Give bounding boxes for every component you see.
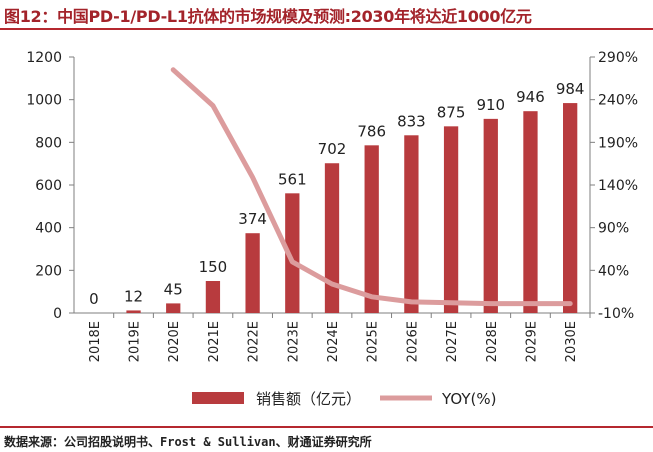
data-labels: 0 12 45 150 374 561 702 786 833 875 910 946 984 [89,80,584,308]
bar [166,303,181,313]
x-tick-label: 2018E [88,321,103,362]
x-tick-label: 2022E [247,321,262,362]
y-left-tick-label: 1000 [26,93,62,109]
y-right-tick-label: 240% [598,93,638,109]
bar [205,281,221,313]
y-left-tick-label: 1200 [26,50,62,66]
bars [126,103,578,313]
bar [443,126,459,313]
yoy-series-line [170,67,573,307]
legend-bar-label: 销售额（亿元） [256,390,361,408]
x-tick-label: 2025E [366,321,381,362]
legend-line-label: YOY(%) [441,390,496,408]
data-label: 12 [124,287,143,305]
title-bar: 图12：中国PD-1/PD-L1抗体的市场规模及预测:2030年将达近1000亿… [0,0,653,30]
x-tick-label: 2021E [207,321,222,362]
data-label: 875 [437,103,466,121]
bar [245,233,260,313]
data-label: 910 [476,96,505,114]
data-label: 150 [199,258,228,276]
y-left-tick-label: 400 [35,221,62,237]
bar [324,163,340,313]
data-label: 0 [89,290,99,308]
y-right-tick-label: 90% [598,221,629,237]
y-right-tick-label: 40% [598,263,629,279]
data-label: 946 [516,88,545,106]
bar [523,111,538,313]
chart: 0 200 400 600 800 1000 1200 -10% 40% 90% 140% 190% 2… [26,50,638,408]
data-label: 702 [318,140,347,158]
data-label: 833 [397,112,426,130]
source-note: 数据来源：公司招股说明书、Frost & Sullivan、财通证券研究所 [4,435,372,449]
x-tick-label: 2026E [405,321,420,362]
bar [285,193,300,313]
x-tick-label: 2030E [564,321,579,362]
legend-bar-swatch [192,392,244,404]
x-tick-label: 2027E [445,321,460,362]
data-label: 45 [164,280,183,298]
data-label: 984 [556,80,585,98]
bar [126,310,141,313]
axes: 0 200 400 600 800 1000 1200 -10% 40% 90% 140% 190% 2… [26,50,638,362]
yoy-line [170,67,573,307]
y-right-tick-label: -10% [598,306,634,322]
y-right-tick-label: 140% [598,178,638,194]
x-tick-label: 2023E [286,321,301,362]
y-left-tick-label: 0 [53,306,62,322]
y-left-tick-label: 800 [35,135,62,151]
data-label: 786 [357,122,386,140]
x-tick-label: 2024E [326,321,341,362]
chart-title: 图12：中国PD-1/PD-L1抗体的市场规模及预测:2030年将达近1000亿… [4,7,532,26]
y-right-tick-label: 190% [598,135,638,151]
y-left-tick-label: 600 [35,178,62,194]
bar [483,118,498,313]
x-tick-label: 2029E [524,321,539,362]
data-label: 561 [278,170,307,188]
source-bar: 数据来源：公司招股说明书、Frost & Sullivan、财通证券研究所 [0,426,653,452]
bar [404,135,419,313]
legend: 销售额（亿元） YOY(%) [192,390,496,408]
x-tick-label: 2019E [128,321,143,362]
y-right-tick-label: 290% [598,50,638,66]
x-tick-label: 2028E [485,321,500,362]
data-label: 374 [238,210,267,228]
x-tick-label: 2020E [167,321,182,362]
bar [563,103,578,313]
y-left-tick-label: 200 [35,263,62,279]
bar [364,145,379,313]
